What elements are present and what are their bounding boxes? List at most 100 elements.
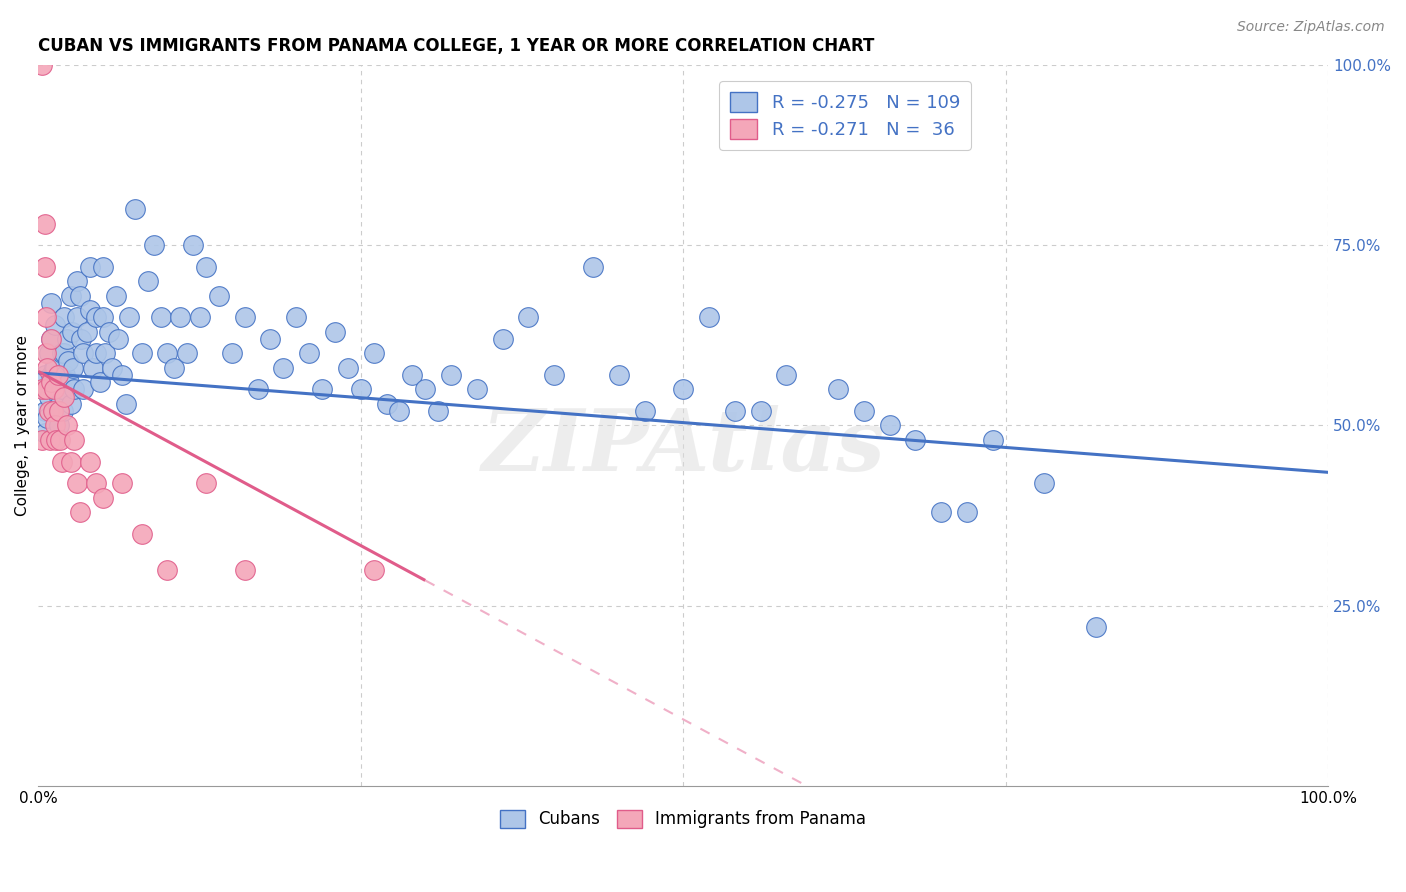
Point: [34, 425, 56, 440]
Point: [46, 368, 69, 382]
Point: [58, 376, 80, 390]
Point: [176, 346, 198, 360]
Point: [195, 476, 218, 491]
Point: [44, 318, 66, 332]
Point: [323, 325, 346, 339]
Point: [107, 332, 129, 346]
Point: [66, 274, 89, 288]
Point: [31, 433, 53, 447]
Point: [181, 238, 204, 252]
Point: [55, 418, 77, 433]
Point: [259, 332, 281, 346]
Point: [336, 360, 359, 375]
Point: [117, 310, 139, 325]
Point: [39, 332, 62, 346]
Point: [35, 310, 58, 325]
Y-axis label: College, 1 year or more: College, 1 year or more: [15, 335, 30, 516]
Point: [37, 411, 59, 425]
Point: [34, 217, 56, 231]
Point: [48, 390, 70, 404]
Point: [124, 202, 146, 217]
Point: [62, 360, 84, 375]
Point: [1084, 620, 1107, 634]
Point: [195, 260, 218, 274]
Point: [86, 310, 108, 325]
Point: [375, 397, 398, 411]
Point: [42, 383, 65, 397]
Point: [79, 260, 101, 274]
Point: [42, 360, 65, 375]
Point: [724, 404, 747, 418]
Point: [51, 383, 73, 397]
Point: [363, 563, 385, 577]
Point: [543, 368, 565, 382]
Point: [63, 433, 86, 447]
Point: [59, 454, 82, 468]
Point: [31, 383, 53, 397]
Point: [956, 505, 979, 519]
Point: [413, 383, 436, 397]
Point: [39, 296, 62, 310]
Point: [363, 346, 385, 360]
Point: [94, 346, 117, 360]
Point: [879, 418, 901, 433]
Point: [246, 383, 269, 397]
Point: [69, 289, 91, 303]
Point: [37, 360, 59, 375]
Point: [233, 563, 256, 577]
Point: [929, 505, 952, 519]
Point: [273, 360, 295, 375]
Point: [401, 368, 423, 382]
Point: [63, 383, 86, 397]
Point: [285, 310, 308, 325]
Point: [492, 332, 515, 346]
Point: [163, 360, 186, 375]
Point: [111, 368, 134, 382]
Point: [53, 390, 76, 404]
Point: [98, 325, 121, 339]
Point: [1033, 476, 1056, 491]
Point: [91, 491, 114, 505]
Point: [46, 376, 69, 390]
Point: [82, 360, 104, 375]
Point: [465, 383, 488, 397]
Point: [45, 433, 67, 447]
Point: [233, 310, 256, 325]
Point: [52, 404, 75, 418]
Point: [582, 260, 605, 274]
Point: [79, 454, 101, 468]
Legend: Cubans, Immigrants from Panama: Cubans, Immigrants from Panama: [494, 803, 873, 835]
Point: [86, 476, 108, 491]
Point: [66, 476, 89, 491]
Point: [69, 505, 91, 519]
Point: [34, 404, 56, 418]
Point: [607, 368, 630, 382]
Point: [59, 397, 82, 411]
Point: [86, 346, 108, 360]
Point: [60, 325, 83, 339]
Point: [388, 404, 411, 418]
Text: ZIPAtlas: ZIPAtlas: [481, 405, 886, 489]
Point: [49, 433, 72, 447]
Point: [70, 332, 93, 346]
Point: [91, 260, 114, 274]
Point: [34, 260, 56, 274]
Point: [827, 383, 849, 397]
Point: [101, 360, 124, 375]
Point: [76, 325, 98, 339]
Point: [311, 383, 333, 397]
Point: [72, 383, 94, 397]
Point: [981, 433, 1004, 447]
Point: [51, 454, 73, 468]
Point: [298, 346, 321, 360]
Point: [91, 310, 114, 325]
Point: [749, 404, 772, 418]
Point: [143, 238, 166, 252]
Point: [131, 526, 153, 541]
Point: [440, 368, 463, 382]
Point: [852, 404, 875, 418]
Point: [31, 58, 53, 72]
Point: [38, 390, 60, 404]
Point: [156, 563, 179, 577]
Point: [104, 289, 127, 303]
